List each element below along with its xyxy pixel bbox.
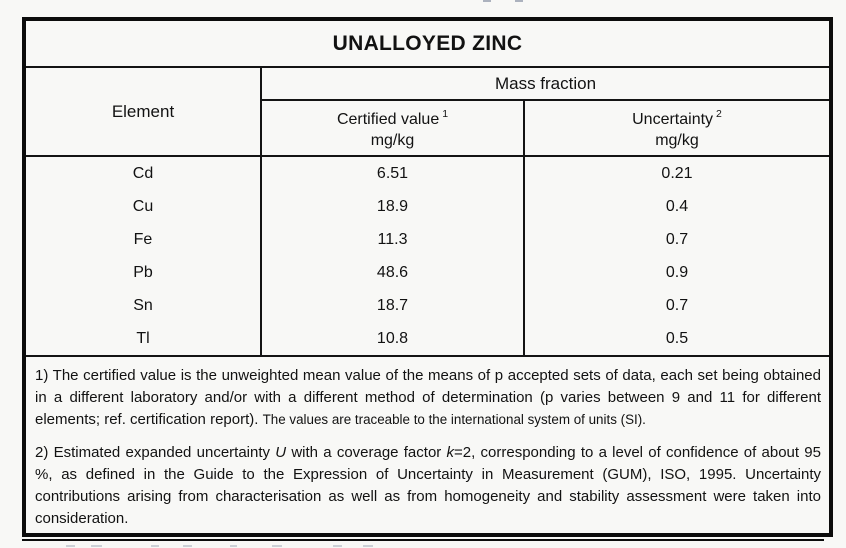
element-cell: Cu — [26, 190, 262, 223]
footnote-1-traceability-text: The values are traceable to the internat… — [262, 412, 646, 427]
uncertainty-label: Uncertainty — [632, 110, 714, 128]
uncertainty-cell: 0.7 — [665, 296, 689, 314]
uncertainty-cell: 0.5 — [665, 329, 689, 347]
table-bottom-rule — [22, 539, 824, 541]
sub-header-row: Certified value 1 mg/kg Uncertainty 2 mg/k… — [262, 101, 829, 155]
table-row: Pb 48.6 0.9 — [26, 256, 829, 289]
scan-artifact-top — [483, 0, 491, 2]
table-row: Tl 10.8 0.5 — [26, 322, 829, 355]
element-cell: Pb — [26, 256, 262, 289]
uncertainty-cell: 0.7 — [665, 230, 689, 248]
certified-value-cell: 48.6 — [262, 256, 525, 289]
element-cell: Tl — [26, 322, 262, 355]
scan-artifact-bottom — [230, 545, 237, 547]
certified-value-cell: 10.8 — [262, 322, 525, 355]
certified-value-cell: 18.7 — [262, 289, 525, 322]
certified-value-cell: 18.9 — [262, 190, 525, 223]
certified-value-label: Certified value — [336, 110, 440, 128]
column-header-uncertainty: Uncertainty 2 mg/kg — [525, 101, 829, 155]
column-header-mass-fraction: Mass fraction — [262, 68, 829, 101]
element-cell: Sn — [26, 289, 262, 322]
footnote-2-text: 2) Estimated expanded uncertainty — [35, 444, 276, 461]
footnote-2: 2) Estimated expanded uncertainty U with… — [35, 442, 821, 530]
table-row: Sn 18.7 0.7 — [26, 289, 829, 322]
table-body: Cd 6.51 0.21 Cu 18.9 0.4 Fe 11.3 0.7 Pb … — [26, 157, 829, 357]
scan-artifact-bottom — [183, 545, 192, 547]
table-title-row: UNALLOYED ZINC — [26, 21, 829, 68]
footnote-ref-2: 2 — [716, 108, 722, 121]
uncertainty-cell: 0.4 — [665, 197, 689, 215]
table-row: Cu 18.9 0.4 — [26, 190, 829, 223]
table-row: Fe 11.3 0.7 — [26, 223, 829, 256]
footnote-2-text: =2, corresponding to a level of confiden… — [35, 444, 821, 527]
footnote-1: 1) The certified value is the unweighted… — [35, 365, 821, 431]
uncertainty-unit: mg/kg — [655, 131, 699, 149]
uncertainty-cell: 0.9 — [665, 263, 689, 281]
scan-artifact-bottom — [333, 545, 342, 547]
element-cell: Fe — [26, 223, 262, 256]
column-header-certified-value: Certified value 1 mg/kg — [262, 101, 525, 155]
symbol-k: k — [446, 444, 455, 461]
scan-artifact-bottom — [363, 545, 373, 547]
scan-artifact-bottom — [151, 545, 159, 547]
footnotes-section: 1) The certified value is the unweighted… — [26, 357, 829, 533]
footnote-ref-1: 1 — [442, 108, 449, 121]
column-header-element: Element — [26, 68, 262, 155]
certificate-table: UNALLOYED ZINC Element Mass fraction Cer… — [22, 17, 833, 537]
scan-artifact-bottom — [66, 545, 75, 547]
uncertainty-label-line: Uncertainty 2 — [632, 109, 722, 130]
mass-fraction-label: Mass fraction — [494, 73, 597, 93]
certified-value-unit: mg/kg — [370, 131, 415, 149]
scan-artifact-bottom — [272, 545, 282, 547]
certified-value-cell: 6.51 — [262, 157, 525, 190]
certified-value-label-line: Certified value 1 — [337, 109, 448, 130]
certified-value-cell: 11.3 — [262, 223, 525, 256]
footnote-1-text: 1) The certified value is the unweighted… — [35, 367, 821, 428]
symbol-U: U — [275, 444, 287, 461]
uncertainty-cell: 0.21 — [661, 164, 693, 182]
element-cell: Cd — [26, 157, 262, 190]
footnote-2-text: with a coverage factor — [286, 444, 447, 461]
element-header-label: Element — [111, 101, 175, 121]
mass-fraction-block: Mass fraction Certified value 1 mg/kg Unc… — [262, 68, 829, 155]
scan-artifact-bottom — [91, 545, 102, 547]
page-title: UNALLOYED ZINC — [332, 31, 523, 55]
table-header: Element Mass fraction Certified value 1 m… — [26, 68, 829, 157]
scan-artifact-top — [515, 0, 523, 2]
table-row: Cd 6.51 0.21 — [26, 157, 829, 190]
